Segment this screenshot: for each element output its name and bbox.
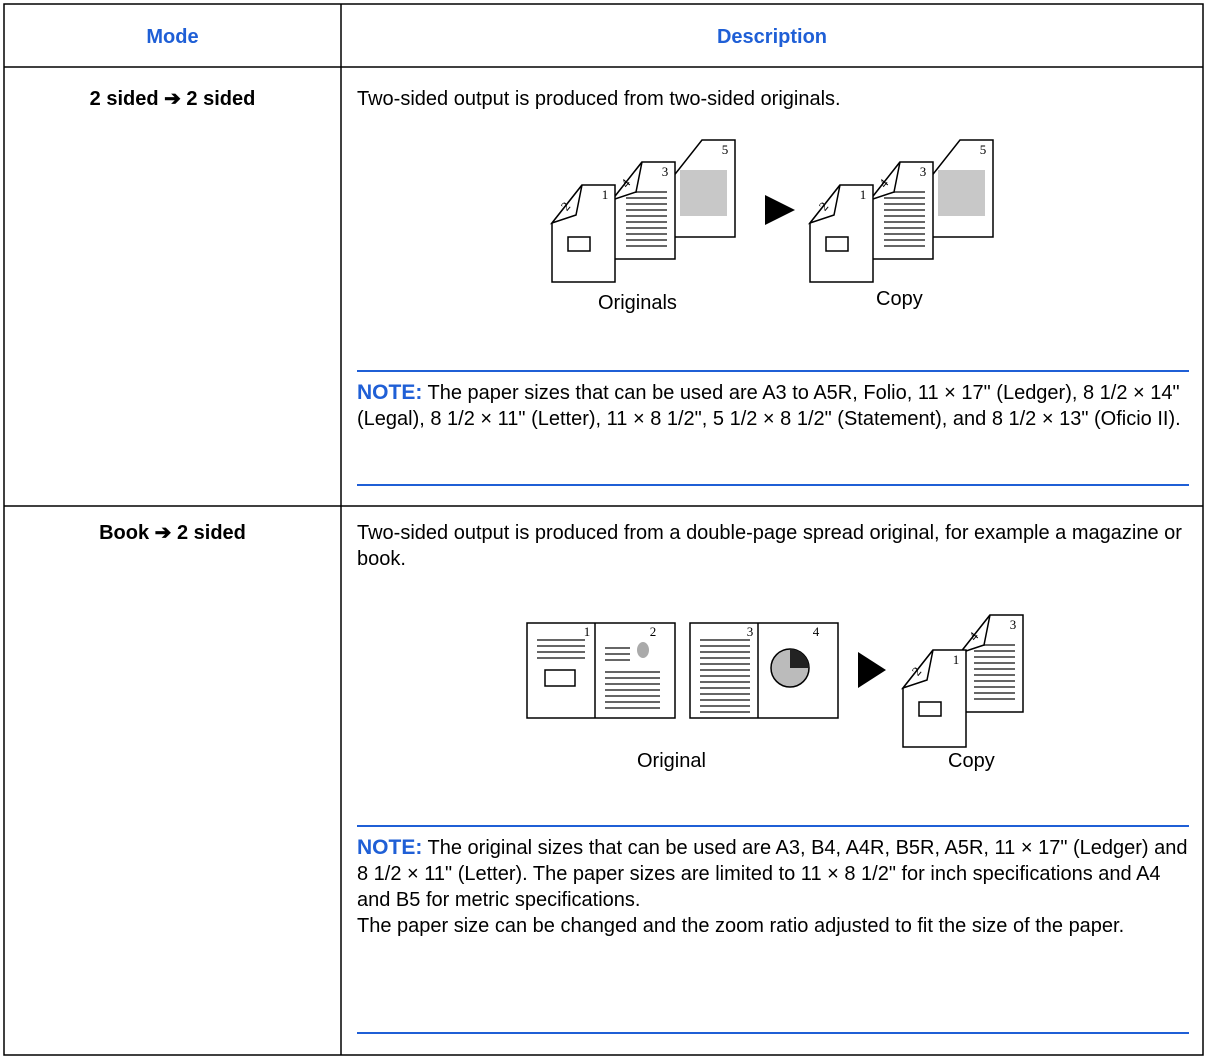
flap bbox=[609, 161, 643, 202]
rule bbox=[357, 484, 1189, 486]
page-number: 1 bbox=[953, 652, 960, 667]
note: NOTE: The original sizes that can be use… bbox=[357, 835, 1189, 939]
mode: Book ➔ 2 sided bbox=[99, 522, 246, 544]
figure bbox=[637, 642, 649, 658]
caption: Originals bbox=[598, 292, 677, 314]
rule bbox=[357, 1032, 1189, 1034]
caption: Copy bbox=[876, 288, 923, 310]
figure bbox=[567, 236, 591, 252]
rule bbox=[357, 370, 1189, 372]
figure bbox=[938, 170, 985, 216]
page-number: 5 bbox=[722, 142, 729, 157]
note-paragraph: The paper size can be changed and the zo… bbox=[357, 915, 1125, 937]
page-number: 2 bbox=[650, 624, 657, 639]
header-mode: Mode bbox=[146, 26, 199, 48]
rule bbox=[357, 825, 1189, 827]
page-number: 1 bbox=[602, 187, 609, 202]
figure bbox=[918, 701, 942, 717]
caption: Original bbox=[637, 750, 706, 772]
page-number: 3 bbox=[747, 624, 754, 639]
flap bbox=[867, 161, 901, 202]
flap bbox=[900, 649, 934, 690]
page-number: 3 bbox=[1010, 617, 1017, 632]
figure bbox=[544, 669, 576, 687]
figure bbox=[680, 170, 727, 216]
note-label: NOTE: bbox=[357, 836, 423, 859]
flap bbox=[549, 184, 583, 225]
page-number: 5 bbox=[980, 142, 987, 157]
note: NOTE: The paper sizes that can be used a… bbox=[357, 380, 1189, 432]
note-text: The paper sizes that can be used are A3 … bbox=[357, 382, 1181, 430]
flap bbox=[807, 184, 841, 225]
note-label: NOTE: bbox=[357, 381, 423, 404]
page-number: 3 bbox=[920, 164, 927, 179]
description: Two-sided output is produced from two-si… bbox=[357, 88, 841, 110]
page-number: 3 bbox=[662, 164, 669, 179]
note-text: The original sizes that can be used are … bbox=[357, 837, 1188, 911]
note-paragraph: NOTE: The original sizes that can be use… bbox=[357, 835, 1189, 913]
caption: Copy bbox=[948, 750, 995, 772]
description: Two-sided output is produced from a doub… bbox=[357, 522, 1182, 570]
page-number: 1 bbox=[584, 624, 591, 639]
page-number: 4 bbox=[813, 624, 820, 639]
figure bbox=[790, 649, 809, 668]
header-description: Description bbox=[716, 26, 828, 48]
flap bbox=[957, 614, 991, 655]
mode: 2 sided ➔ 2 sided bbox=[89, 88, 256, 110]
page-number: 1 bbox=[860, 187, 867, 202]
figure bbox=[825, 236, 849, 252]
